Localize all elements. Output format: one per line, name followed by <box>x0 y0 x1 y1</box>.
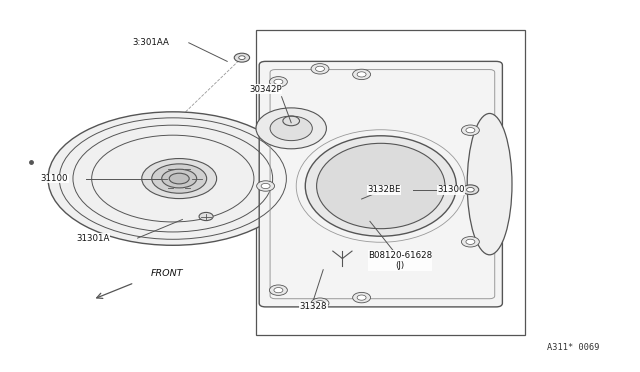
Text: 30342P: 30342P <box>250 85 282 94</box>
Circle shape <box>357 295 366 300</box>
Circle shape <box>274 79 283 84</box>
Text: 31100: 31100 <box>41 174 68 183</box>
Circle shape <box>270 116 312 141</box>
Text: 3132BE: 3132BE <box>367 185 401 194</box>
Circle shape <box>466 239 475 244</box>
Text: B08120-61628
(J): B08120-61628 (J) <box>368 251 432 270</box>
Ellipse shape <box>162 169 196 188</box>
Circle shape <box>269 77 287 87</box>
FancyBboxPatch shape <box>259 61 502 307</box>
Circle shape <box>357 72 366 77</box>
Circle shape <box>316 66 324 71</box>
Text: 31300: 31300 <box>438 185 465 194</box>
Bar <box>256 30 525 335</box>
Ellipse shape <box>142 158 216 199</box>
Circle shape <box>234 53 250 62</box>
Circle shape <box>353 292 371 303</box>
Ellipse shape <box>169 173 189 184</box>
Ellipse shape <box>305 136 456 236</box>
Circle shape <box>269 285 287 295</box>
Ellipse shape <box>467 113 512 255</box>
Circle shape <box>466 128 475 133</box>
Circle shape <box>256 108 326 149</box>
Circle shape <box>461 237 479 247</box>
Circle shape <box>462 185 479 195</box>
Circle shape <box>239 56 245 60</box>
Text: 3:301AA: 3:301AA <box>132 38 169 47</box>
Circle shape <box>353 69 371 80</box>
Circle shape <box>467 187 474 192</box>
Ellipse shape <box>317 143 445 229</box>
Circle shape <box>257 181 275 191</box>
Circle shape <box>274 288 283 293</box>
Circle shape <box>261 183 270 189</box>
Ellipse shape <box>48 112 298 245</box>
Text: A311* 0069: A311* 0069 <box>547 343 599 352</box>
Circle shape <box>316 301 324 306</box>
Circle shape <box>199 212 213 221</box>
Circle shape <box>461 125 479 135</box>
Circle shape <box>311 64 329 74</box>
Text: 31328: 31328 <box>300 302 327 311</box>
Text: 31301A: 31301A <box>76 234 109 243</box>
Circle shape <box>311 298 329 308</box>
Text: FRONT: FRONT <box>150 269 183 278</box>
Ellipse shape <box>152 164 207 193</box>
